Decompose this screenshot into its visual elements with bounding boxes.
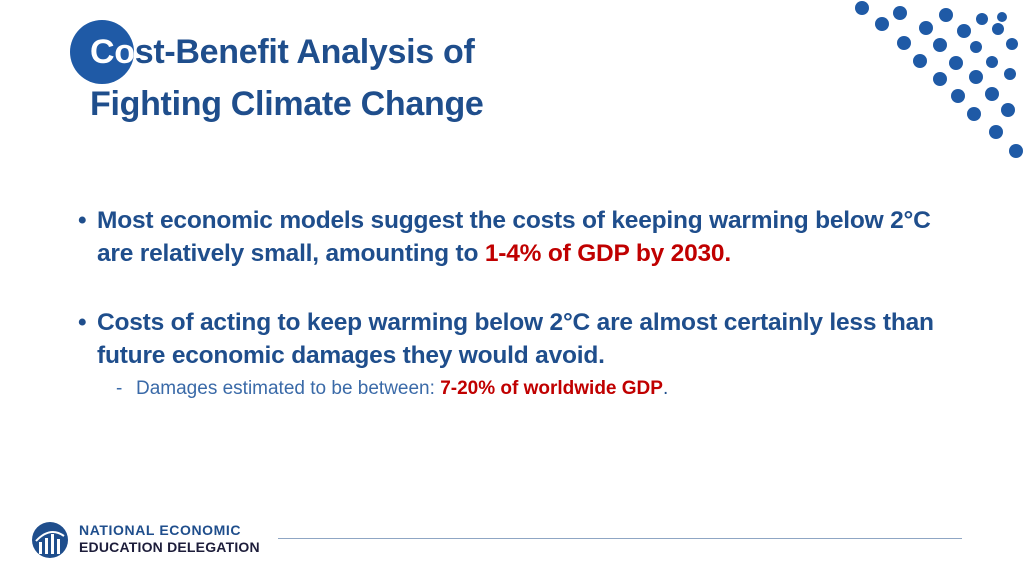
organization-name-line-2: EDUCATION DELEGATION — [79, 539, 260, 555]
title-accent-circle — [70, 20, 134, 84]
decorative-dot — [951, 89, 965, 103]
decorative-dot — [957, 24, 971, 38]
decorative-dot — [939, 8, 953, 22]
sub-bullet-highlight: 7-20% of worldwide GDP — [440, 378, 663, 399]
decorative-dot — [875, 17, 889, 31]
decorative-dot — [855, 1, 869, 15]
title-highlight: Co — [90, 33, 135, 71]
bullet-item: • Costs of acting to keep warming below … — [74, 306, 954, 372]
bullet-highlight: 1-4% of GDP by 2030. — [484, 240, 731, 267]
decorative-dot — [997, 12, 1007, 22]
decorative-dot — [933, 38, 947, 52]
footer-divider — [278, 538, 962, 539]
sub-bullet-period: . — [662, 378, 669, 399]
bullet-item: • Most economic models suggest the costs… — [74, 204, 954, 270]
decorative-dot — [986, 56, 998, 68]
decorative-dot — [1001, 103, 1015, 117]
decorative-dot — [913, 54, 927, 68]
slide-title: Cost-Benefit Analysis of Fighting Climat… — [90, 26, 484, 130]
decorative-dot — [893, 6, 907, 20]
sub-bullet-text: Damages estimated to be between: — [136, 378, 441, 399]
bullet-list: • Most economic models suggest the costs… — [74, 204, 954, 403]
title-line-1: Cost-Benefit Analysis of — [90, 26, 484, 78]
decorative-dot — [949, 56, 963, 70]
sub-bullet-dash: - — [116, 378, 123, 399]
bullet-text: Most economic models suggest the costs o… — [97, 207, 931, 267]
decorative-dot — [985, 87, 999, 101]
decorative-dot — [897, 36, 911, 50]
decorative-dot — [970, 41, 982, 53]
bullet-marker: • — [78, 309, 87, 336]
decorative-dot — [969, 70, 983, 84]
decorative-dot — [992, 23, 1004, 35]
sub-bullet-item: - Damages estimated to be between: 7-20%… — [74, 375, 954, 403]
decorative-dot — [1009, 144, 1023, 158]
decorative-dot — [1004, 68, 1016, 80]
bullet-marker: • — [78, 207, 87, 234]
decorative-dot — [919, 21, 933, 35]
title-line-2: Fighting Climate Change — [90, 85, 484, 123]
decorative-dot — [933, 72, 947, 86]
title-line-1-rest: st-Benefit Analysis of — [134, 33, 475, 71]
decorative-dot — [967, 107, 981, 121]
organization-name: NATIONAL ECONOMIC EDUCATION DELEGATION — [79, 522, 260, 556]
decorative-dot — [976, 13, 988, 25]
decorative-dot — [1006, 38, 1018, 50]
organization-logo-icon — [32, 522, 68, 558]
bullet-text: Costs of acting to keep warming below 2°… — [97, 309, 934, 369]
decorative-dots — [855, 1, 1023, 158]
organization-name-line-1: NATIONAL ECONOMIC — [79, 522, 242, 538]
decorative-dot — [989, 125, 1003, 139]
